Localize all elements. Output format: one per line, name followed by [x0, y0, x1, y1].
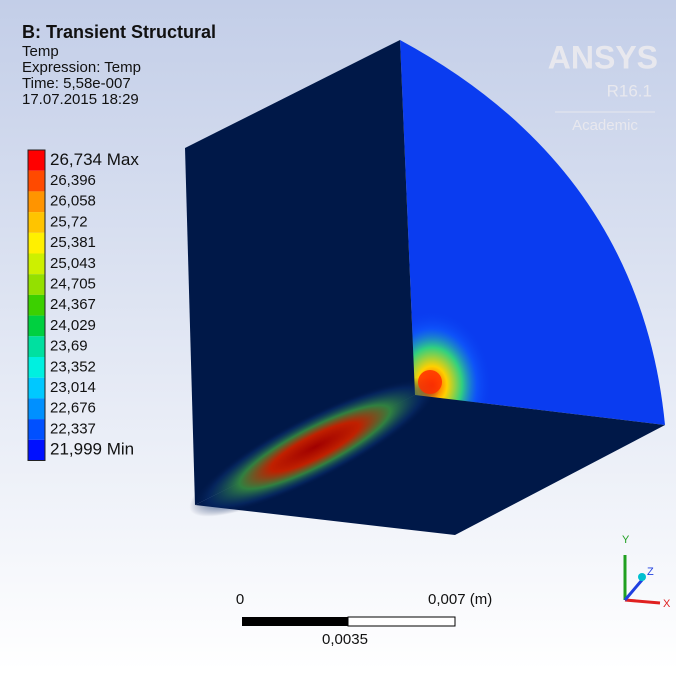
legend-frame [27, 149, 46, 461]
legend-swatch [28, 398, 45, 420]
header-line: Time: 5,58e-007 [22, 75, 131, 92]
triad-ball [638, 573, 646, 581]
bottom-face [195, 395, 665, 535]
legend-swatch [28, 336, 45, 357]
scale-bar-light [347, 616, 456, 627]
legend-label: 26,396 [50, 172, 96, 189]
triad: Y Z X [622, 534, 671, 610]
legend-label: 21,999 Min [50, 440, 134, 459]
legend-swatch [28, 377, 45, 399]
front-face [185, 40, 415, 505]
heat-streak [189, 377, 441, 517]
legend-swatch [28, 419, 45, 440]
legend-label: 26,734 Max [50, 150, 139, 169]
logo-edition: Academic [572, 117, 638, 134]
header-line: Temp [22, 43, 59, 60]
legend-label: 24,367 [50, 296, 96, 313]
legend-label: 23,014 [50, 379, 96, 396]
legend-swatch [28, 315, 45, 337]
legend-label: 26,058 [50, 193, 96, 210]
peak-spot [418, 370, 442, 394]
legend-label: 22,676 [50, 400, 96, 417]
legend-swatch [28, 253, 45, 275]
legend-label: 24,029 [50, 317, 96, 334]
legend-label: 24,705 [50, 276, 96, 293]
legend-label: 23,69 [50, 338, 88, 355]
triad-z-label: Z [647, 566, 654, 578]
header-line: 17.07.2015 18:29 [22, 91, 139, 108]
title: B: Transient Structural [22, 22, 216, 42]
legend-label: 23,352 [50, 358, 96, 375]
legend-swatch [28, 170, 45, 192]
legend-label: 25,72 [50, 213, 88, 230]
triad-y-label: Y [622, 534, 630, 546]
legend-swatch [28, 232, 45, 254]
legend-swatch [28, 150, 45, 171]
legend-label: 25,043 [50, 255, 96, 272]
legend-swatch [28, 191, 45, 213]
scale-bar-dark [242, 617, 348, 626]
scale-end: 0,007 (m) [428, 591, 492, 608]
triad-x-label: X [663, 598, 671, 610]
header-line: Expression: Temp [22, 59, 141, 76]
logo-version: R16.1 [607, 81, 652, 100]
legend-label: 22,337 [50, 420, 96, 437]
legend-label: 25,381 [50, 234, 96, 251]
legend-swatch [28, 294, 45, 316]
triad-x-axis [624, 598, 661, 605]
legend-swatch [28, 357, 45, 378]
scale-start: 0 [236, 591, 244, 608]
logo-brand: ANSYS [548, 39, 658, 75]
scale-middle: 0,0035 [322, 631, 368, 648]
legend-swatch [28, 274, 45, 295]
legend-swatch [28, 439, 45, 461]
legend-swatch [28, 212, 45, 233]
legend: 26,734 Max 26,396 26,058 25,72 25,381 25,043 2… [27, 149, 139, 461]
triad-z-axis [623, 579, 644, 601]
